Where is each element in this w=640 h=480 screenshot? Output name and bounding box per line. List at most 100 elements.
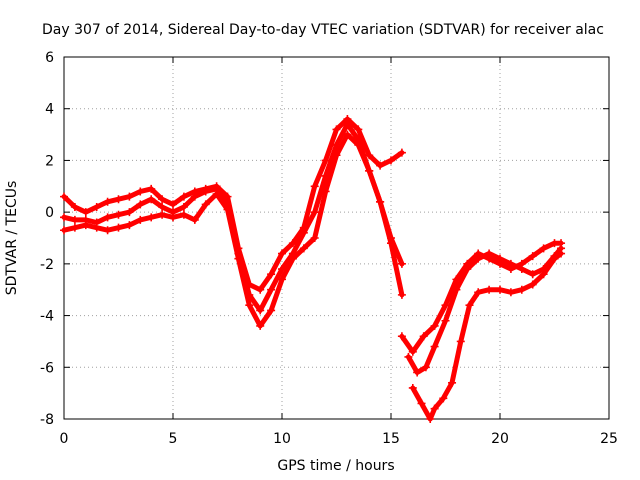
y-tick-label: 2 xyxy=(45,153,54,169)
data-point-marker xyxy=(343,130,352,139)
data-point-marker xyxy=(408,347,417,356)
data-point-marker xyxy=(419,332,428,341)
data-point-marker xyxy=(310,234,319,242)
data-point-marker xyxy=(463,265,472,274)
data-point-marker xyxy=(299,228,308,237)
data-point-marker xyxy=(169,213,177,222)
data-point-marker xyxy=(413,368,422,377)
data-point-marker xyxy=(267,306,276,315)
data-point-marker xyxy=(321,156,330,165)
data-point-marker xyxy=(256,285,265,294)
data-point-marker xyxy=(539,270,548,279)
data-point-marker xyxy=(60,192,68,201)
x-tick-label: 10 xyxy=(273,431,291,447)
data-point-marker xyxy=(439,394,448,403)
data-point-marker xyxy=(332,125,341,134)
data-point-marker xyxy=(299,244,308,253)
data-point-marker xyxy=(517,285,526,294)
data-point-marker xyxy=(212,190,221,199)
data-point-marker xyxy=(223,205,232,214)
data-point-marker xyxy=(70,215,79,224)
series-3 xyxy=(60,130,406,330)
data-point-marker xyxy=(354,140,363,149)
data-point-marker xyxy=(343,120,352,129)
data-point-marker xyxy=(408,383,417,392)
data-point-marker xyxy=(179,192,188,201)
chart-title: Day 307 of 2014, Sidereal Day-to-day VTE… xyxy=(42,22,604,38)
data-point-marker xyxy=(125,192,134,201)
data-point-marker xyxy=(114,210,123,219)
data-point-marker xyxy=(136,200,145,209)
x-tick-label: 25 xyxy=(600,431,618,447)
data-point-marker xyxy=(158,195,167,204)
y-tick-label: -6 xyxy=(40,360,54,376)
data-point-marker xyxy=(256,321,265,330)
data-point-marker xyxy=(397,332,406,341)
data-point-marker xyxy=(417,399,426,408)
data-point-marker xyxy=(376,161,385,170)
x-tick-label: 15 xyxy=(382,431,400,447)
data-point-marker xyxy=(147,213,156,222)
data-point-marker xyxy=(528,270,537,279)
data-point-marker xyxy=(92,223,101,232)
data-point-marker xyxy=(103,226,112,235)
series-5 xyxy=(404,244,566,377)
data-point-marker xyxy=(441,301,450,310)
data-point-marker xyxy=(278,249,286,258)
data-point-marker xyxy=(158,210,167,219)
data-point-marker xyxy=(310,182,319,191)
y-tick-label: -8 xyxy=(40,412,54,428)
data-point-marker xyxy=(528,280,537,289)
data-point-marker xyxy=(158,202,167,211)
data-point-marker xyxy=(310,208,319,217)
data-point-marker xyxy=(190,215,199,224)
series-6 xyxy=(408,249,566,423)
data-point-marker xyxy=(332,151,341,160)
data-point-marker xyxy=(539,244,548,253)
data-point-marker xyxy=(426,415,435,423)
data-point-marker xyxy=(136,187,145,196)
data-point-marker xyxy=(81,208,90,217)
data-point-marker xyxy=(557,249,566,258)
data-point-marker xyxy=(92,202,101,211)
data-point-marker xyxy=(496,254,504,263)
y-tick-label: -4 xyxy=(40,309,54,325)
data-point-marker xyxy=(103,197,112,206)
x-tick-label: 20 xyxy=(491,431,509,447)
data-point-marker xyxy=(485,249,494,258)
data-point-marker xyxy=(354,125,363,134)
grid-lines xyxy=(64,57,609,419)
data-point-marker xyxy=(267,285,276,294)
data-point-marker xyxy=(387,234,395,242)
data-point-marker xyxy=(474,254,483,263)
series-line xyxy=(405,245,564,375)
data-point-marker xyxy=(278,275,286,284)
data-point-marker xyxy=(517,265,526,274)
data-point-marker xyxy=(70,202,79,211)
y-tick-label: -2 xyxy=(40,257,54,273)
data-point-marker xyxy=(365,166,374,175)
data-point-marker xyxy=(506,259,515,268)
data-point-marker xyxy=(136,215,145,224)
y-tick-label: 4 xyxy=(45,102,54,118)
data-point-marker xyxy=(485,285,494,294)
data-point-marker xyxy=(397,148,406,157)
data-point-marker xyxy=(456,337,465,346)
data-point-marker xyxy=(60,226,68,235)
y-tick-label: 6 xyxy=(45,50,54,66)
data-point-marker xyxy=(70,223,79,232)
data-point-marker xyxy=(397,290,406,299)
plot-frame xyxy=(63,56,610,420)
data-point-marker xyxy=(421,363,430,372)
data-point-marker xyxy=(190,192,199,201)
data-point-marker xyxy=(321,187,330,196)
data-point-marker xyxy=(528,252,537,261)
data-point-marker xyxy=(397,259,406,268)
data-point-marker xyxy=(404,352,413,361)
data-point-marker xyxy=(288,254,297,263)
y-tick-label: 0 xyxy=(45,205,54,221)
data-point-marker xyxy=(201,187,210,196)
data-point-marker xyxy=(103,213,112,222)
data-point-marker xyxy=(267,270,276,279)
data-point-marker xyxy=(179,202,188,211)
